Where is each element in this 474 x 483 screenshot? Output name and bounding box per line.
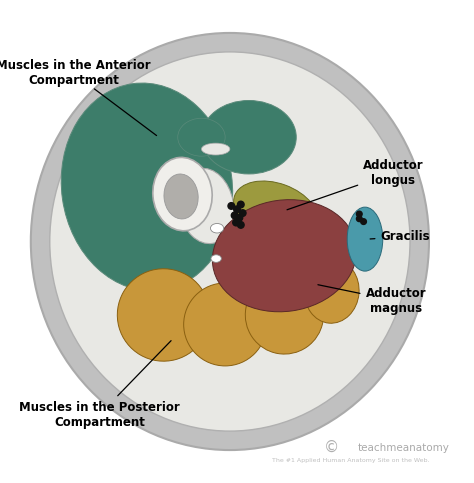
Ellipse shape — [201, 143, 230, 155]
Ellipse shape — [201, 100, 296, 174]
Text: The #1 Applied Human Anatomy Site on the Web.: The #1 Applied Human Anatomy Site on the… — [272, 458, 429, 463]
Circle shape — [237, 222, 244, 228]
Ellipse shape — [31, 33, 429, 450]
Ellipse shape — [212, 199, 356, 312]
Ellipse shape — [164, 174, 198, 219]
Ellipse shape — [178, 118, 225, 156]
Circle shape — [234, 206, 240, 213]
Ellipse shape — [50, 52, 410, 431]
Circle shape — [231, 212, 238, 219]
Circle shape — [239, 210, 246, 216]
Text: Gracilis: Gracilis — [370, 230, 430, 243]
Text: Muscles in the Posterior
Compartment: Muscles in the Posterior Compartment — [19, 341, 180, 428]
Ellipse shape — [179, 168, 234, 243]
Circle shape — [228, 203, 235, 209]
Ellipse shape — [234, 181, 318, 241]
Ellipse shape — [304, 259, 359, 323]
Ellipse shape — [211, 255, 221, 262]
Text: Adductor
magnus: Adductor magnus — [318, 284, 426, 315]
Circle shape — [236, 214, 243, 221]
Text: Adductor
longus: Adductor longus — [287, 159, 424, 210]
Ellipse shape — [347, 207, 383, 271]
Ellipse shape — [245, 276, 324, 354]
Text: Muscles in the Anterior
Compartment: Muscles in the Anterior Compartment — [0, 59, 156, 136]
Ellipse shape — [118, 269, 210, 361]
Circle shape — [356, 216, 362, 222]
Ellipse shape — [61, 83, 233, 291]
Text: teachmeanatomy: teachmeanatomy — [358, 443, 450, 453]
Ellipse shape — [183, 283, 266, 366]
Circle shape — [361, 219, 366, 225]
Circle shape — [356, 211, 362, 217]
Ellipse shape — [153, 157, 212, 231]
Circle shape — [233, 219, 239, 226]
Circle shape — [237, 201, 244, 208]
Text: ©: © — [324, 440, 339, 455]
Ellipse shape — [210, 224, 224, 233]
